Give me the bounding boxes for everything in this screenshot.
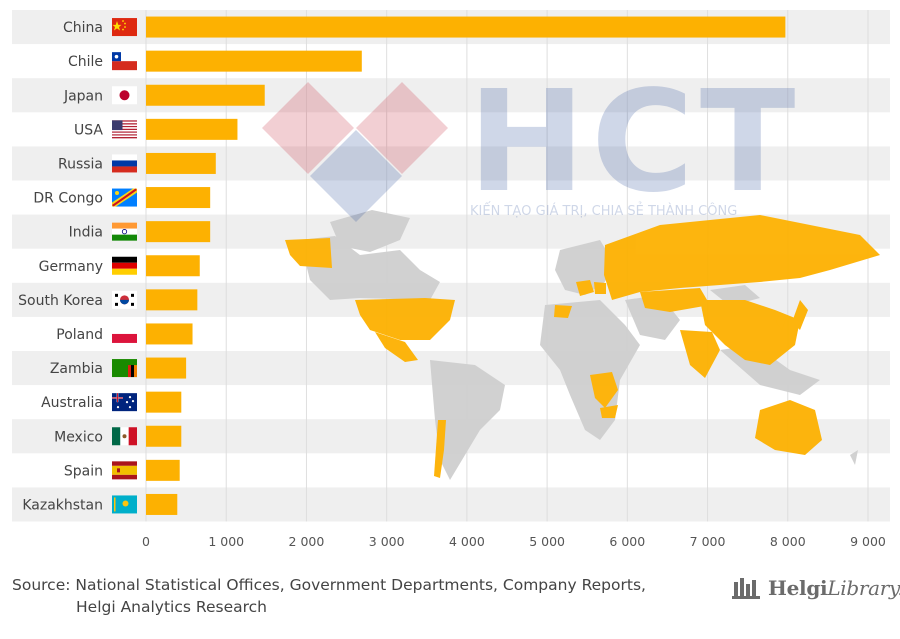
bar[interactable]: [146, 152, 216, 174]
south-korea-flag-icon: [112, 290, 137, 309]
bar[interactable]: [146, 84, 265, 106]
category-label: USA: [74, 122, 103, 138]
mexico-flag-icon: [112, 427, 137, 446]
category-label: Japan: [63, 88, 103, 104]
map-alaska: [285, 238, 332, 268]
x-tick-label: 4 000: [449, 534, 485, 549]
x-tick-label: 5 000: [529, 534, 565, 549]
x-tick-label: 0: [142, 534, 150, 549]
category-label: South Korea: [18, 293, 103, 309]
map-russia: [604, 215, 880, 300]
watermark-diamond-right: [356, 82, 448, 174]
map-canada: [300, 236, 440, 300]
russia-flag-icon: [112, 154, 137, 173]
bar[interactable]: [146, 493, 178, 515]
map-kazakhstan: [640, 288, 710, 312]
bar[interactable]: [146, 357, 187, 379]
category-label: China: [63, 20, 103, 36]
bar[interactable]: [146, 16, 786, 38]
chile-flag-icon: [112, 52, 137, 71]
chart: HCT KIẾN TẠO GIÁ TRỊ, CHIA SẺ THÀNH CÔNG…: [12, 10, 890, 549]
row-stripe: [12, 487, 890, 522]
x-tick-label: 1 000: [208, 534, 244, 549]
bar[interactable]: [146, 118, 238, 140]
australia-flag-icon: [112, 393, 137, 412]
source-line-1: Source: National Statistical Offices, Go…: [12, 576, 646, 594]
x-tick-label: 9 000: [850, 534, 886, 549]
bar-chart: HCT KIẾN TẠO GIÁ TRỊ, CHIA SẺ THÀNH CÔNG…: [12, 10, 890, 549]
map-greenland: [330, 210, 410, 252]
map-poland: [594, 282, 606, 294]
category-label: Germany: [39, 259, 103, 275]
bar[interactable]: [146, 255, 200, 277]
x-tick-label: 7 000: [690, 534, 726, 549]
bar[interactable]: [146, 323, 193, 345]
watermark-logo-text: HCT: [468, 61, 801, 224]
x-tick-label: 6 000: [609, 534, 645, 549]
kazakhstan-flag-icon: [112, 495, 137, 514]
category-label: Zambia: [50, 361, 103, 377]
map-korea: [776, 312, 786, 330]
zambia-flag-icon: [112, 359, 137, 378]
poland-flag-icon: [112, 324, 137, 343]
map-india: [680, 330, 720, 378]
map-chile: [434, 420, 446, 478]
bar[interactable]: [146, 459, 180, 481]
bar[interactable]: [146, 50, 362, 72]
source-line-2: Helgi Analytics Research: [76, 598, 267, 616]
watermark-tagline: KIẾN TẠO GIÁ TRỊ, CHIA SẺ THÀNH CÔNG: [470, 202, 737, 219]
map-usa: [355, 298, 455, 340]
category-label: Australia: [41, 395, 103, 411]
bar[interactable]: [146, 289, 198, 311]
source-note: Source: National Statistical Offices, Go…: [12, 574, 712, 618]
map-mongolia: [710, 285, 760, 306]
map-europe: [555, 240, 612, 295]
x-tick-label: 3 000: [369, 534, 405, 549]
category-label: Mexico: [54, 429, 103, 445]
watermark-diamond-bottom: [310, 130, 402, 222]
map-mexico: [375, 332, 418, 362]
map-new-zealand: [850, 450, 858, 465]
usa-flag-icon: [112, 120, 137, 139]
category-label: Poland: [56, 327, 103, 343]
category-label: DR Congo: [33, 191, 103, 207]
brand-name-light: Library.: [827, 576, 900, 600]
helgi-library-wordmark: HelgiLibrary.: [768, 576, 900, 600]
category-label: India: [69, 225, 103, 241]
watermark-diamond-left: [262, 82, 354, 174]
category-label: Russia: [58, 156, 103, 172]
category-label: Chile: [68, 54, 103, 70]
map-china: [700, 300, 800, 365]
map-spain: [554, 305, 572, 318]
category-label: Spain: [64, 463, 103, 479]
x-tick-label: 8 000: [770, 534, 806, 549]
category-label: Kazakhstan: [22, 497, 103, 513]
bar[interactable]: [146, 187, 211, 209]
bar[interactable]: [146, 425, 182, 447]
helgi-library-logo[interactable]: HelgiLibrary.: [732, 574, 900, 602]
map-africa: [540, 300, 640, 440]
bar[interactable]: [146, 391, 182, 413]
map-south-america: [430, 360, 505, 480]
map-zambia: [600, 405, 618, 418]
helgi-library-mark-icon: [732, 578, 760, 599]
japan-flag-icon: [112, 86, 137, 105]
map-australia: [755, 400, 822, 455]
bar[interactable]: [146, 221, 211, 243]
map-dr-congo: [590, 372, 618, 408]
china-flag-icon: [112, 18, 137, 37]
map-japan: [792, 300, 808, 330]
map-germany: [576, 280, 594, 296]
hct-watermark: HCT KIẾN TẠO GIÁ TRỊ, CHIA SẺ THÀNH CÔNG: [262, 61, 801, 224]
world-map-background: [285, 210, 880, 480]
india-flag-icon: [112, 222, 137, 241]
spain-flag-icon: [112, 461, 137, 480]
x-tick-label: 2 000: [289, 534, 325, 549]
germany-flag-icon: [112, 256, 137, 275]
brand-name-bold: Helgi: [768, 576, 828, 600]
dr-congo-flag-icon: [112, 188, 137, 207]
